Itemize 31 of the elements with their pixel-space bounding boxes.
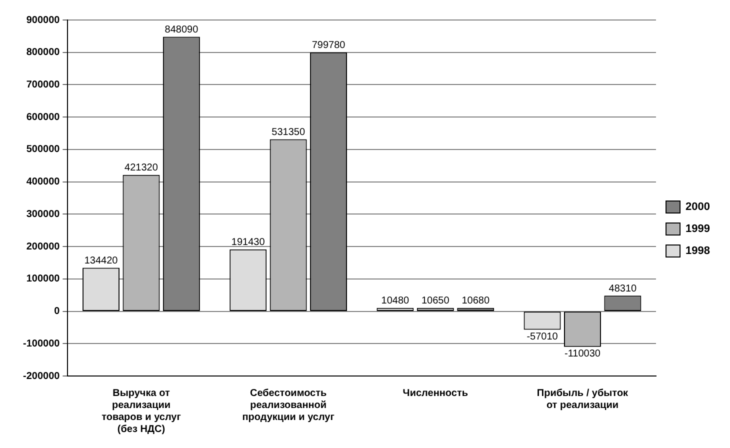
legend-label: 1999 [686, 223, 710, 236]
data-label: 134420 [84, 256, 118, 267]
y-tick-label: 200000 [26, 241, 60, 252]
y-tick-label: 500000 [26, 144, 60, 156]
y-tick-label: 700000 [26, 79, 60, 90]
data-label: 10650 [422, 296, 450, 307]
y-tick-label: 400000 [26, 176, 60, 188]
data-label: -110030 [564, 348, 601, 360]
data-label: 10480 [381, 296, 410, 307]
x-tick-label: Себестоимость реализованной продукции и услуг [242, 388, 334, 423]
y-tick-label: 100000 [26, 274, 60, 285]
data-label: 799780 [312, 40, 346, 52]
legend-label: 1998 [686, 245, 710, 258]
data-label: -57010 [526, 331, 558, 342]
data-label: 10680 [462, 296, 490, 307]
x-tick-label: Выручка от реализации товаров и услуг (без НДС) [102, 388, 181, 435]
y-tick-label: 0 [54, 306, 60, 318]
y-tick-label: 800000 [26, 47, 60, 58]
data-label: 848090 [164, 24, 199, 36]
y-tick-label: 300000 [26, 208, 60, 220]
y-tick-label: 600000 [26, 112, 60, 123]
data-label: 191430 [231, 237, 266, 248]
data-label: 48310 [608, 283, 638, 294]
y-tick-label: -100000 [22, 338, 60, 350]
x-tick-label: Прибыль / убыток от реализации [536, 388, 630, 411]
y-tick-label: 900000 [26, 14, 60, 26]
y-tick-label: -200000 [22, 370, 60, 382]
x-tick-label: Численность [402, 388, 468, 399]
legend-label: 2000 [686, 201, 710, 214]
data-label: 531350 [272, 127, 306, 138]
data-label: 421320 [124, 162, 158, 174]
